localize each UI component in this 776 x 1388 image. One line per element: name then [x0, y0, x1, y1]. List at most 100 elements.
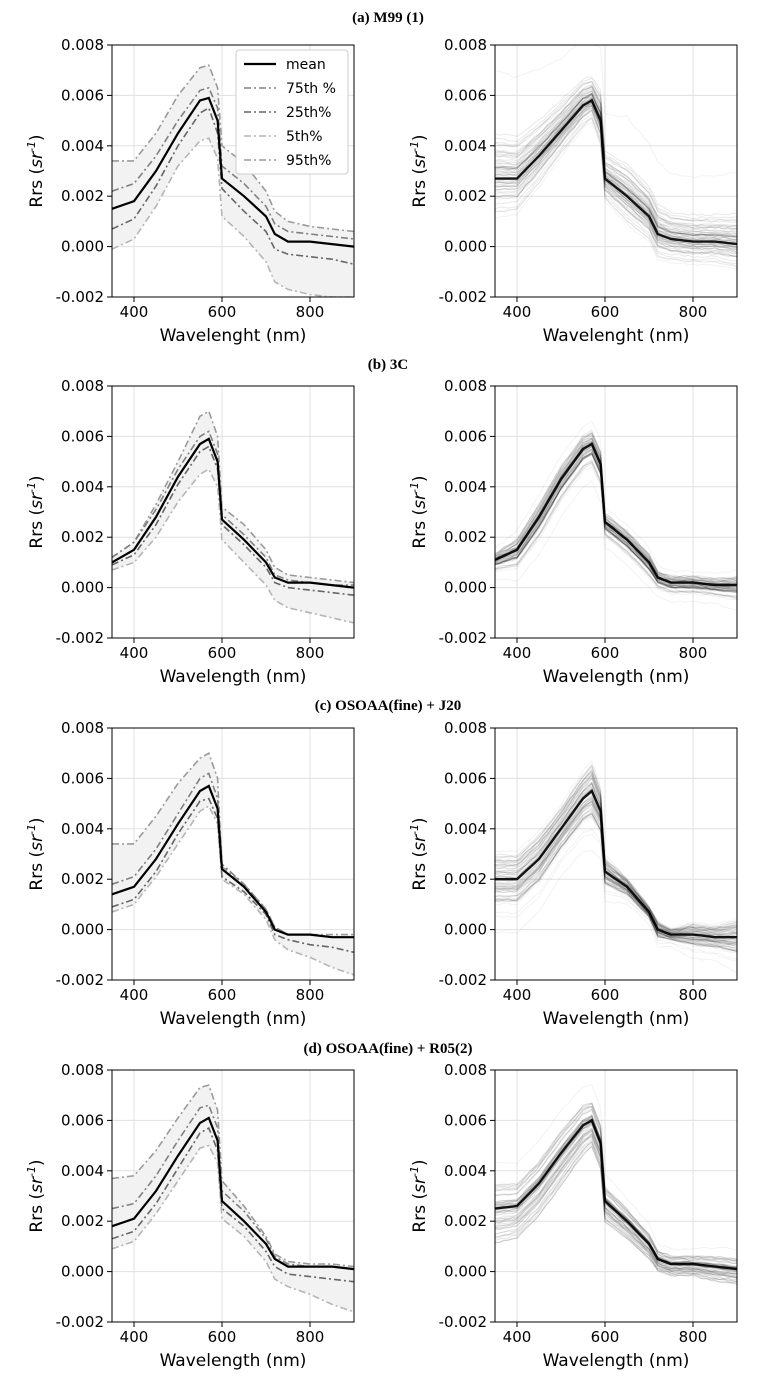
spectrum-line [495, 440, 737, 585]
spectrum-line [495, 104, 737, 251]
x-tick-label: 400 [120, 1328, 149, 1346]
spectrum-line [495, 463, 737, 600]
y-tick-label: 0.000 [444, 579, 487, 597]
spectrum-line [495, 420, 737, 574]
spectrum-line [495, 98, 737, 243]
spectrum-line [495, 783, 737, 936]
spectrum-line [495, 437, 737, 585]
spectrum-line [495, 1115, 737, 1269]
spectrum-line [495, 433, 737, 582]
spectrum-line [495, 446, 737, 589]
spectrum-line [495, 770, 737, 931]
spectra-plot: 400 600 800 -0.002 0.000 0.002 0.004 0.006 0.008… [408, 719, 738, 1029]
spectrum-line [495, 77, 737, 220]
axes-frame [111, 1069, 355, 1323]
spectrum-line [495, 774, 737, 933]
x-tick-label: 400 [120, 986, 149, 1004]
legend-label: 5th% [286, 129, 323, 145]
spectrum-line [495, 1121, 737, 1272]
y-tick-label: 0.008 [61, 36, 104, 54]
spectrum-line [495, 113, 737, 262]
spectrum-line [495, 1102, 737, 1260]
spectrum-line [495, 441, 737, 585]
spectrum-line [495, 448, 737, 589]
spectrum-line [495, 452, 737, 593]
spectrum-line [495, 97, 737, 242]
y-tick-label: 0.002 [61, 870, 104, 888]
spectrum-line [495, 449, 737, 591]
legend-label: 25th% [286, 105, 331, 121]
spectrum-line [495, 771, 737, 932]
spectra-core-line [495, 442, 737, 587]
spectrum-line [495, 772, 737, 933]
axes-frame [111, 385, 355, 639]
y-axis-label: Rrs (sr-1) [408, 475, 430, 548]
spectrum-line [495, 1109, 737, 1265]
series-5th [112, 468, 354, 624]
y-tick-label: 0.006 [444, 86, 487, 104]
spectrum-line [495, 1127, 737, 1274]
y-tick-label: 0.008 [444, 36, 487, 54]
y-tick-label: -0.002 [439, 629, 487, 647]
spectrum-line [495, 1129, 737, 1277]
spectra-lines [495, 759, 737, 974]
spectrum-line [495, 802, 737, 945]
spectrum-line [495, 102, 737, 249]
spectrum-line [495, 759, 737, 929]
spectrum-line [495, 452, 737, 593]
spectrum-line [495, 450, 737, 591]
x-tick-label: 800 [296, 1328, 325, 1346]
spectrum-line [495, 1139, 737, 1281]
spectrum-line [495, 109, 737, 258]
spectrum-line [495, 1124, 737, 1273]
spectrum-line [495, 1135, 737, 1279]
y-tick-label: 0.002 [444, 528, 487, 546]
spectrum-line [495, 434, 737, 583]
legend-box [235, 49, 349, 175]
axes-frame [494, 385, 738, 639]
spectrum-line [495, 432, 737, 582]
spectrum-line [495, 93, 737, 238]
spectrum-line [495, 452, 737, 593]
spectrum-line [495, 1133, 737, 1279]
spectrum-line [495, 1115, 737, 1268]
spectrum-line [495, 441, 737, 585]
y-tick-label: 0.008 [61, 719, 104, 737]
spectrum-line [495, 795, 737, 941]
y-tick-label: 0.006 [61, 427, 104, 445]
spectrum-line [495, 436, 737, 583]
series-75th [112, 430, 354, 586]
y-tick-label: -0.002 [56, 1313, 104, 1331]
spectrum-line [495, 801, 737, 945]
spectrum-line [495, 117, 737, 268]
spectrum-line [495, 429, 737, 580]
y-axis-label: Rrs (sr-1) [408, 817, 430, 890]
spectrum-line [495, 833, 737, 963]
spectrum-line [495, 800, 737, 943]
spectrum-line [495, 1129, 737, 1275]
spectrum-line [495, 94, 737, 239]
spectrum-line [495, 1130, 737, 1275]
axes-frame [111, 44, 355, 298]
y-axis-label: Rrs (sr-1) [25, 475, 47, 548]
spectrum-line [495, 794, 737, 941]
series-95th [112, 410, 354, 584]
spectrum-line [495, 1106, 737, 1263]
y-tick-label: 0.008 [444, 719, 487, 737]
spectrum-line [495, 479, 737, 610]
spectrum-line [495, 104, 737, 253]
spectrum-line [495, 452, 737, 593]
spectrum-line [495, 440, 737, 585]
spectrum-line [495, 803, 737, 947]
x-axis-label: Wavelenght (nm) [160, 326, 307, 346]
spectrum-line [495, 765, 737, 930]
y-tick-label: 0.004 [444, 478, 487, 496]
spectrum-line [495, 92, 737, 238]
spectrum-line [495, 769, 737, 932]
spectra-plot: 400 600 800 -0.002 0.000 0.002 0.004 0.006 0.008… [408, 36, 738, 346]
spectrum-line [495, 96, 737, 241]
x-axis-label: Wavelength (nm) [543, 1351, 690, 1371]
spectrum-line [495, 1128, 737, 1274]
spectrum-line [495, 440, 737, 585]
y-tick-label: 0.000 [444, 921, 487, 939]
